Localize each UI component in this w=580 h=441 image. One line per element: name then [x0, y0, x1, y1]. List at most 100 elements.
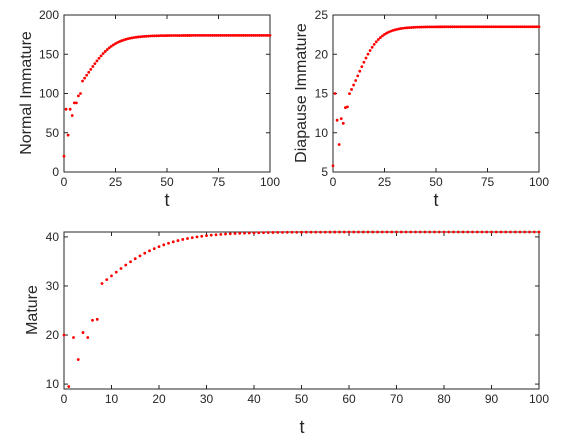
x-tick-label: 100: [260, 175, 280, 189]
data-point: [486, 25, 489, 29]
data-point: [224, 232, 227, 236]
data-point: [502, 25, 506, 29]
data-point: [152, 247, 156, 251]
data-point: [449, 25, 452, 29]
data-point: [352, 230, 356, 234]
data-point: [395, 230, 398, 234]
data-point: [535, 25, 539, 29]
data-point: [95, 59, 99, 63]
data-point: [192, 34, 196, 37]
plot-area-frame: [63, 14, 271, 173]
data-point: [245, 34, 249, 37]
data-point: [452, 230, 455, 234]
data-point: [66, 133, 70, 137]
data-point: [411, 25, 415, 29]
data-point: [447, 230, 451, 234]
data-point: [109, 44, 113, 48]
data-point: [357, 230, 360, 234]
data-point: [186, 34, 190, 37]
x-tick-label: 0: [61, 175, 68, 189]
data-point: [194, 34, 198, 37]
data-point: [362, 60, 366, 64]
data-point: [434, 25, 438, 29]
x-tick-label: 25: [378, 175, 392, 189]
data-point: [248, 34, 251, 37]
data-point: [181, 238, 185, 241]
data-point: [510, 25, 514, 29]
data-point: [62, 333, 66, 337]
data-point: [243, 231, 246, 235]
data-point: [490, 230, 493, 234]
data-point: [488, 25, 491, 29]
data-point: [414, 230, 417, 234]
data-point: [432, 25, 436, 29]
data-point: [466, 230, 470, 234]
data-point: [105, 48, 109, 51]
data-point: [268, 34, 272, 37]
data-point: [171, 34, 175, 37]
data-point: [480, 230, 484, 234]
data-point: [266, 231, 270, 234]
data-point: [374, 40, 378, 44]
y-tick-label: 10: [315, 126, 329, 140]
data-point: [361, 230, 365, 234]
axis-ticks: 0 25 50 75 100 5 10 15 20 25: [315, 8, 550, 189]
data-point: [523, 25, 526, 29]
data-point: [300, 230, 303, 234]
data-point: [138, 35, 142, 39]
data-point: [176, 239, 180, 242]
data-point: [356, 74, 360, 78]
data-point: [85, 73, 89, 77]
data-point: [180, 34, 183, 37]
data-point: [238, 231, 242, 235]
data-point: [371, 230, 375, 234]
data-point: [378, 36, 382, 39]
data-point: [208, 34, 212, 37]
data-point: [285, 230, 289, 234]
data-point: [528, 230, 531, 234]
data-point: [76, 358, 80, 361]
data-point: [527, 25, 531, 29]
data-point: [81, 79, 84, 83]
data-point: [358, 69, 362, 73]
data-point: [182, 34, 185, 37]
data-point: [114, 42, 117, 45]
data-point: [229, 34, 233, 37]
data-point: [348, 92, 351, 96]
data-point: [260, 34, 264, 37]
y-tick-label: 15: [315, 87, 329, 101]
data-point: [424, 25, 428, 29]
data-point: [68, 107, 72, 111]
data-point: [129, 260, 132, 264]
data-point: [119, 267, 123, 270]
axis-ticks: 0 25 50 75 100 0 50 100 150 200: [39, 8, 280, 189]
data-point: [471, 230, 474, 234]
data-point: [360, 65, 364, 69]
chart-normal-immature: Normal Immature t 0 25 50 75 100 0 50 100 150 200: [18, 8, 280, 210]
y-tick-label: 30: [46, 279, 60, 293]
data-point: [381, 34, 384, 38]
chart-diapause-immature: Diapause Immature t 0 25 50 75 100 5 10 15 20 25: [293, 8, 549, 210]
data-point: [91, 318, 94, 322]
data-point: [81, 331, 85, 334]
data-point: [196, 34, 200, 37]
x-tick-label: 75: [212, 175, 226, 189]
data-point: [233, 232, 237, 235]
y-tick-label: 20: [46, 328, 60, 342]
data-point: [339, 117, 343, 121]
data-point: [112, 43, 115, 47]
y-tick-label: 150: [39, 47, 59, 61]
data-point: [140, 35, 144, 38]
data-point: [257, 231, 261, 235]
data-point: [354, 79, 358, 82]
x-tick-label: 20: [152, 392, 166, 406]
data-point: [323, 230, 327, 234]
data-point: [200, 34, 204, 37]
data-point: [477, 25, 481, 29]
data-point: [95, 317, 99, 321]
data-point: [479, 25, 483, 29]
data-point: [148, 249, 151, 253]
x-tick-label: 30: [200, 392, 214, 406]
y-axis-label: Mature: [24, 285, 41, 335]
